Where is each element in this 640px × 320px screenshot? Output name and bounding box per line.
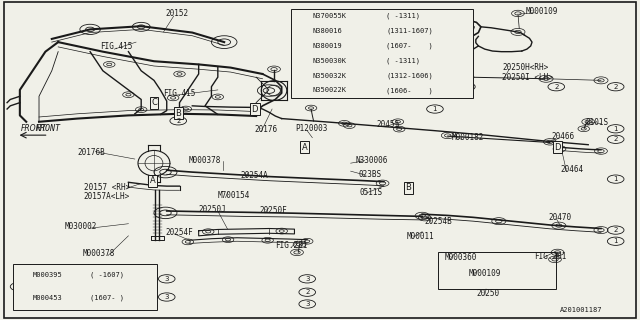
- Text: 20250H<RH>: 20250H<RH>: [502, 63, 548, 72]
- Text: A: A: [150, 176, 156, 185]
- Text: D: D: [554, 143, 561, 152]
- Text: 1: 1: [613, 238, 618, 244]
- Text: M000453: M000453: [33, 295, 62, 301]
- Text: 20466: 20466: [551, 132, 574, 141]
- Text: D: D: [252, 105, 258, 114]
- Bar: [438, 252, 556, 289]
- Text: 0511S: 0511S: [360, 188, 383, 197]
- Text: (1607- ): (1607- ): [90, 295, 124, 301]
- Text: 1: 1: [613, 176, 618, 182]
- Text: 0101S: 0101S: [585, 118, 608, 127]
- Text: 20250I <LH>: 20250I <LH>: [502, 73, 553, 82]
- Text: 2: 2: [465, 84, 469, 90]
- Text: 3: 3: [305, 276, 310, 282]
- Text: 20451: 20451: [376, 120, 399, 130]
- Text: P120003: P120003: [296, 124, 328, 132]
- Bar: [291, 9, 473, 98]
- Text: 20152: 20152: [166, 9, 189, 18]
- Text: 2: 2: [614, 227, 618, 233]
- Text: 1: 1: [613, 126, 618, 132]
- Text: M700154: M700154: [218, 191, 250, 200]
- Text: FIG.281: FIG.281: [534, 252, 567, 261]
- Text: 2: 2: [554, 84, 559, 90]
- Text: 20254B: 20254B: [424, 217, 452, 226]
- Text: M000109: M000109: [468, 269, 501, 278]
- Text: N350030K: N350030K: [313, 58, 347, 64]
- Text: 20470: 20470: [548, 213, 571, 222]
- Text: N380016: N380016: [313, 28, 343, 34]
- Text: 2: 2: [411, 44, 415, 51]
- Text: B: B: [175, 109, 181, 118]
- Text: B: B: [405, 183, 411, 192]
- Text: N350022K: N350022K: [313, 87, 347, 93]
- Text: 20250: 20250: [476, 289, 500, 298]
- Text: 3: 3: [305, 301, 310, 307]
- Text: C: C: [151, 98, 157, 107]
- Text: FIG.415: FIG.415: [164, 89, 196, 98]
- Text: M030002: M030002: [65, 222, 97, 231]
- Text: 3: 3: [17, 284, 21, 290]
- Text: M000109: M000109: [525, 7, 558, 16]
- Text: A: A: [302, 143, 308, 152]
- Text: M000182: M000182: [452, 133, 484, 142]
- Text: 1: 1: [433, 106, 437, 112]
- Text: M000360: M000360: [445, 253, 477, 262]
- Text: M000378: M000378: [83, 250, 115, 259]
- Text: 023BS: 023BS: [358, 171, 381, 180]
- Text: ( -1607): ( -1607): [90, 272, 124, 278]
- Text: 20176B: 20176B: [77, 148, 105, 156]
- Bar: [13, 264, 157, 310]
- Text: 20254A: 20254A: [240, 171, 268, 180]
- Text: (1606-    ): (1606- ): [387, 87, 433, 94]
- Text: M000395: M000395: [33, 272, 62, 278]
- Text: 2: 2: [305, 289, 309, 295]
- Text: 20464: 20464: [561, 165, 584, 174]
- Text: 20157 <RH>: 20157 <RH>: [84, 183, 130, 192]
- Text: 20250J: 20250J: [198, 205, 227, 214]
- Text: 20250F: 20250F: [259, 206, 287, 215]
- Text: (1607-    ): (1607- ): [387, 43, 433, 49]
- Text: N350032K: N350032K: [313, 73, 347, 79]
- Text: 20157A<LH>: 20157A<LH>: [84, 192, 130, 201]
- Text: N380019: N380019: [313, 43, 343, 49]
- Text: 20578B: 20578B: [378, 26, 405, 35]
- Text: 3: 3: [164, 294, 169, 300]
- Text: C: C: [434, 38, 440, 47]
- Text: M000378: M000378: [189, 156, 221, 165]
- Text: A201001187: A201001187: [559, 307, 602, 313]
- Text: N330006: N330006: [356, 156, 388, 164]
- Text: 2: 2: [176, 118, 180, 124]
- Text: 1: 1: [299, 28, 303, 34]
- Text: M00011: M00011: [407, 232, 435, 241]
- Text: N370055K: N370055K: [313, 13, 347, 19]
- Text: (1312-1606): (1312-1606): [387, 72, 433, 79]
- Text: 2: 2: [614, 84, 618, 90]
- Text: FRONT: FRONT: [21, 124, 47, 133]
- Text: (1311-1607): (1311-1607): [387, 28, 433, 34]
- Text: 3: 3: [164, 276, 169, 282]
- Text: 2: 2: [299, 73, 303, 79]
- Text: 20176: 20176: [255, 125, 278, 134]
- Text: FRONT: FRONT: [36, 124, 61, 133]
- Text: ( -1311): ( -1311): [387, 58, 420, 64]
- Text: 2: 2: [614, 136, 618, 142]
- Text: FIG.415: FIG.415: [100, 42, 132, 52]
- Text: 20254F: 20254F: [166, 228, 193, 237]
- Text: FIG.281: FIG.281: [275, 241, 308, 250]
- Text: ( -1311): ( -1311): [387, 13, 420, 19]
